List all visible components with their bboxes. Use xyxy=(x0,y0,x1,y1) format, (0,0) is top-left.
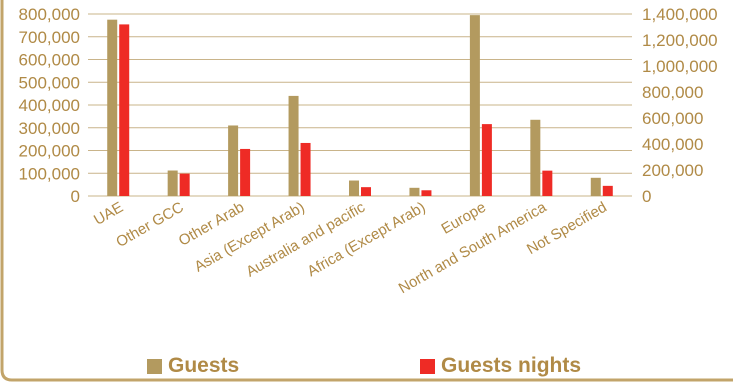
right-axis-ticks: 0 200,000 400,000 600,000 800,000 1,000,000 1,… xyxy=(642,5,718,206)
gridlines xyxy=(88,13,632,197)
left-tick-label: 500,000 xyxy=(19,73,80,92)
legend-label-guests-nights: Guests nights xyxy=(441,354,582,377)
bar-guests xyxy=(288,95,299,196)
right-tick-label: 200,000 xyxy=(642,161,703,180)
right-tick-label: 600,000 xyxy=(642,109,703,128)
right-tick-label: 1,000,000 xyxy=(642,57,718,76)
right-tick-label: 1,400,000 xyxy=(642,5,718,24)
bars xyxy=(107,15,613,197)
legend-item-guests: Guests xyxy=(147,354,239,378)
bar-guests xyxy=(530,119,541,196)
category-label: Europe xyxy=(438,199,488,238)
bar-guests-nights xyxy=(542,170,553,196)
bar-guests xyxy=(107,19,118,196)
bar-guests xyxy=(228,125,239,196)
bar-guests xyxy=(469,15,480,197)
left-axis-ticks: 0 100,000 200,000 300,000 400,000 500,000 600,… xyxy=(19,5,80,206)
left-tick-label: 300,000 xyxy=(19,119,80,138)
bar-guests-nights xyxy=(602,185,613,196)
bar-guests xyxy=(349,180,359,196)
bar-guests-nights xyxy=(421,190,432,196)
right-tick-label: 0 xyxy=(642,187,651,206)
left-tick-label: 0 xyxy=(71,187,80,206)
category-label: Other GCC xyxy=(113,199,187,251)
left-tick-label: 700,000 xyxy=(19,28,80,47)
bar-guests-nights xyxy=(119,24,130,197)
legend-item-guests-nights: Guests nights xyxy=(420,354,581,378)
legend-label-guests: Guests xyxy=(168,354,240,377)
legend-swatch-guests xyxy=(147,358,162,374)
left-tick-label: 600,000 xyxy=(19,51,80,70)
bar-guests xyxy=(167,170,178,196)
bar-guests xyxy=(590,177,601,196)
bar-guests xyxy=(409,187,420,196)
left-tick-label: 100,000 xyxy=(19,164,80,183)
right-tick-label: 400,000 xyxy=(642,135,703,154)
bar-guests-nights xyxy=(240,148,251,196)
legend-swatch-guests-nights xyxy=(420,358,435,374)
bar-guests-nights xyxy=(179,173,190,196)
bar-guests-nights xyxy=(481,124,492,196)
bar-guests-nights xyxy=(300,142,311,196)
category-label: UAE xyxy=(91,199,126,229)
bar-guests-nights xyxy=(361,187,371,196)
left-tick-label: 400,000 xyxy=(19,96,80,115)
right-tick-label: 1,200,000 xyxy=(642,31,718,50)
left-tick-label: 200,000 xyxy=(19,142,80,161)
left-tick-label: 800,000 xyxy=(19,5,80,24)
right-tick-label: 800,000 xyxy=(642,83,703,102)
